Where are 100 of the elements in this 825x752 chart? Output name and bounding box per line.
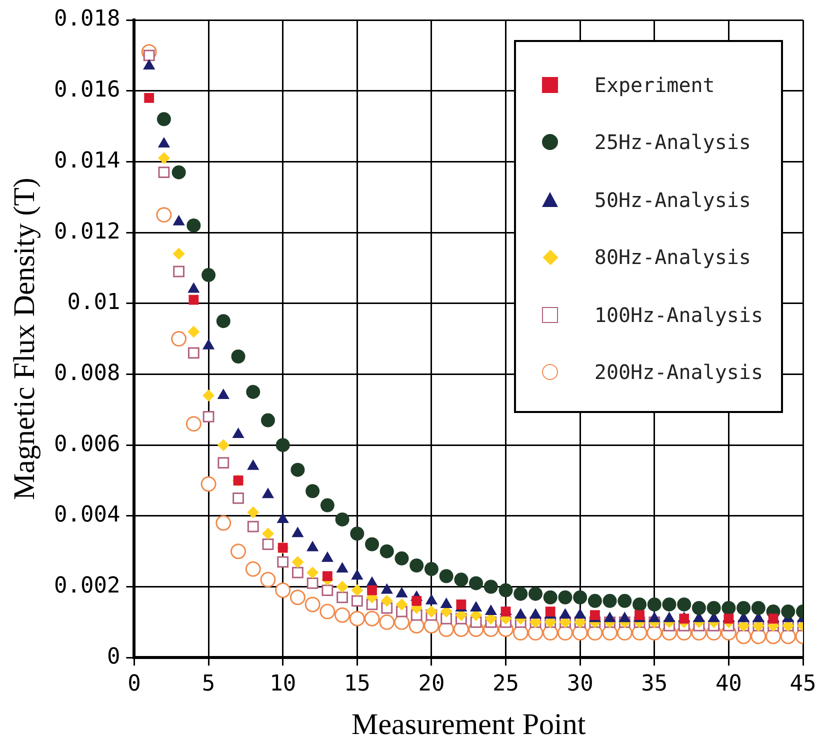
point (380, 544, 394, 558)
point (498, 583, 513, 598)
point (144, 92, 154, 103)
point (334, 607, 350, 623)
point (217, 439, 230, 452)
point (379, 614, 395, 630)
legend-label: Experiment (594, 72, 715, 97)
point (216, 314, 230, 328)
point (306, 578, 318, 589)
point (736, 601, 751, 616)
point (188, 347, 200, 359)
point (322, 571, 332, 582)
point (156, 112, 171, 126)
legend-label: 80Hz-Analysis (594, 245, 751, 270)
point (364, 610, 380, 626)
point (602, 594, 617, 608)
point (171, 331, 187, 347)
point (722, 601, 736, 616)
point (143, 59, 156, 70)
point (396, 598, 408, 610)
point (188, 294, 199, 305)
point (454, 572, 468, 587)
point (276, 438, 290, 452)
x-tick-label: 25 (492, 672, 520, 697)
x-tick-label: 35 (641, 672, 668, 697)
point (218, 457, 230, 468)
point (202, 389, 215, 402)
point (706, 601, 721, 616)
point (662, 597, 676, 612)
point (186, 218, 201, 232)
legend-label: 200Hz-Analysis (594, 360, 763, 384)
point (156, 207, 172, 223)
point (277, 556, 289, 568)
point (246, 384, 260, 399)
point (692, 601, 706, 616)
point (335, 512, 350, 526)
point (202, 411, 214, 422)
point (424, 562, 438, 576)
point (425, 606, 438, 618)
point (558, 590, 572, 604)
point (306, 484, 320, 498)
point (781, 604, 796, 619)
point (306, 566, 319, 579)
point (216, 515, 232, 531)
point (439, 569, 454, 584)
point (188, 326, 200, 338)
point (260, 572, 276, 588)
point (262, 538, 274, 550)
y-tick-label: 0.014 (54, 148, 120, 174)
y-tick-label: 0 (106, 644, 120, 670)
point (351, 584, 364, 596)
point (528, 586, 542, 601)
point (484, 580, 498, 594)
point (304, 596, 320, 612)
point (186, 416, 202, 432)
point (322, 584, 334, 596)
point (543, 590, 558, 604)
point (290, 590, 306, 606)
x-tick-label: 40 (715, 672, 742, 697)
point (350, 526, 364, 541)
point (245, 561, 261, 577)
x-tick-label: 5 (202, 672, 216, 697)
y-tick-label: 0.006 (54, 432, 120, 457)
point (632, 597, 647, 612)
point (200, 476, 216, 492)
point (469, 576, 484, 590)
point (751, 601, 766, 616)
point (292, 556, 304, 568)
point (349, 610, 365, 626)
x-tick-label: 15 (344, 672, 370, 697)
legend-label: 25Hz-Analysis (594, 130, 751, 154)
point (618, 594, 632, 608)
x-tick-label: 20 (418, 672, 445, 697)
point (231, 350, 246, 364)
y-tick-label: 0.01 (67, 290, 120, 316)
point (158, 166, 170, 178)
point (260, 413, 275, 428)
x-tick-label: 10 (270, 672, 296, 697)
point (172, 165, 186, 180)
point (247, 520, 259, 532)
point (173, 266, 185, 278)
point (380, 594, 393, 607)
point (336, 580, 348, 593)
x-tick-label: 45 (790, 672, 816, 697)
point (365, 537, 380, 552)
y-tick-label: 0.016 (54, 78, 120, 103)
point (410, 558, 424, 572)
point (394, 551, 409, 566)
point (412, 596, 422, 606)
point (573, 590, 588, 604)
point (320, 498, 334, 512)
point (351, 595, 363, 607)
point (172, 248, 185, 260)
point (367, 585, 377, 596)
point (275, 582, 291, 598)
point (545, 606, 556, 616)
point (158, 152, 170, 164)
y-tick-label: 0.008 (54, 360, 120, 386)
point (320, 604, 336, 620)
x-axis-title: Measurement Point (352, 708, 586, 741)
